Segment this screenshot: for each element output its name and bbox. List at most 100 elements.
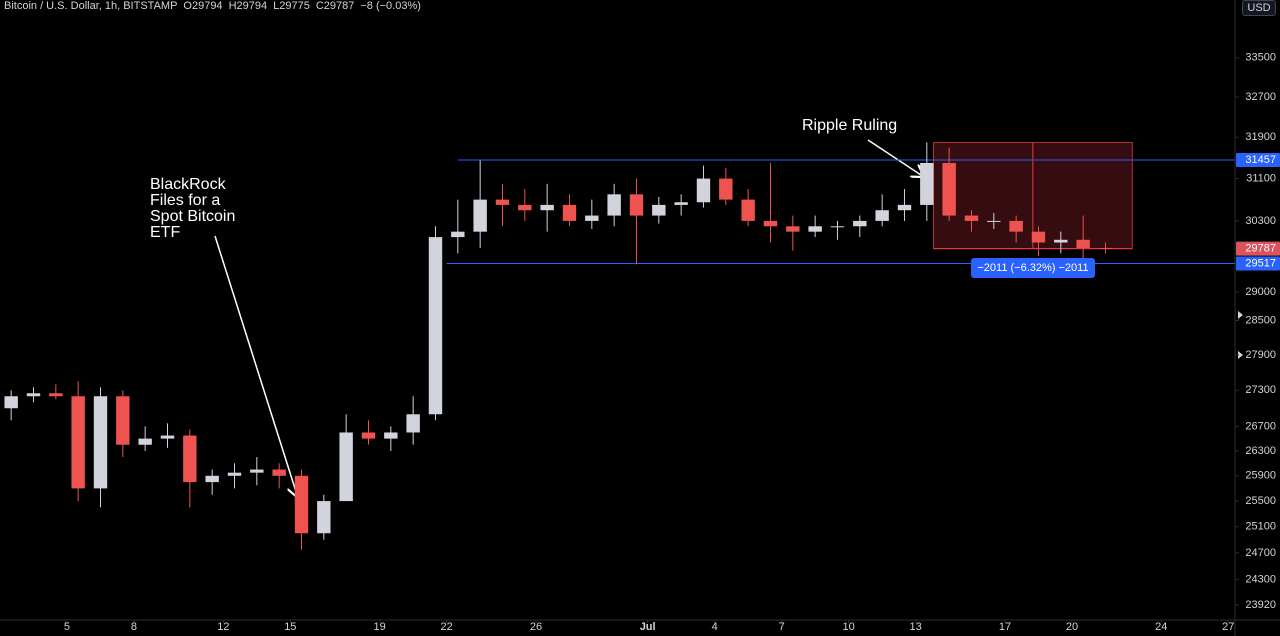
y-tick-label: 30300 (1245, 215, 1276, 227)
candle-body (250, 469, 264, 473)
x-tick-label: 12 (217, 621, 229, 633)
y-tick-label: 24300 (1245, 573, 1276, 585)
candle-body (518, 204, 532, 211)
ohlc-value: H29794 (228, 0, 268, 12)
candle-body (652, 204, 666, 216)
y-tick-label: 24700 (1245, 547, 1276, 559)
y-tick-label: 25900 (1245, 470, 1276, 482)
x-tick-label: 22 (441, 621, 453, 633)
candle-body (786, 226, 800, 232)
x-tick-label: 20 (1066, 621, 1078, 633)
candle-body (585, 215, 599, 221)
y-tick-label: 31900 (1245, 131, 1276, 143)
x-tick-label: 5 (64, 621, 70, 633)
candle-body (495, 199, 510, 205)
measure-label: −2011 (−6.32%) −2011 (971, 257, 1095, 278)
candle-body (942, 162, 956, 216)
candle-body (875, 210, 889, 221)
candle-body (1009, 220, 1023, 232)
candle-body (317, 501, 331, 534)
y-tick-label: 25100 (1245, 521, 1276, 533)
annotation: Ripple Ruling (802, 117, 898, 134)
x-tick-label: 15 (284, 621, 296, 633)
candle-body (763, 220, 778, 227)
candle-body (93, 396, 108, 489)
x-tick-label: 26 (530, 621, 542, 633)
x-tick-label: 27 (1222, 621, 1234, 633)
annotation: BlackRock Files for a Spot Bitcoin ETF (150, 176, 236, 241)
candle-body (384, 432, 398, 439)
candle-body (830, 226, 845, 228)
candle-body (1054, 239, 1068, 243)
y-tick-label: 26700 (1245, 420, 1276, 432)
currency-button[interactable]: USD (1242, 0, 1276, 16)
candle-body (808, 226, 822, 232)
candle-body (987, 220, 1001, 222)
price-label: 31457 (1245, 154, 1276, 166)
symbol-header: Bitcoin / U.S. Dollar, 1h, BITSTAMP O2979… (4, 0, 427, 12)
axis-marker (1238, 311, 1243, 319)
candle-body (897, 204, 912, 211)
candle-body (451, 231, 465, 238)
x-tick-label: 7 (779, 621, 785, 633)
ohlc-value: C29787 (315, 0, 355, 12)
ohlc-value: L29775 (273, 0, 310, 12)
x-tick-label: 13 (910, 621, 922, 633)
price-label: 29787 (1245, 243, 1276, 255)
candle-body (540, 204, 554, 211)
x-tick-label: 10 (843, 621, 855, 633)
candle-body (160, 435, 175, 439)
price-label-box (1236, 153, 1280, 168)
candle-body (116, 396, 130, 445)
candle-body (294, 475, 309, 534)
candle-body (1076, 239, 1090, 248)
candle-body (696, 178, 711, 203)
candle-body (272, 469, 286, 476)
y-tick-label: 29000 (1245, 286, 1276, 298)
x-tick-label: 24 (1155, 621, 1167, 633)
price-label-box (1236, 241, 1280, 256)
candle-body (71, 396, 85, 489)
candle-body (562, 204, 577, 221)
candle-body (4, 396, 18, 409)
x-tick-label: 17 (999, 621, 1011, 633)
symbol: Bitcoin / U.S. Dollar, 1h, BITSTAMP (4, 0, 178, 12)
x-tick-label: Jul (640, 621, 656, 633)
annotation-arrow (867, 139, 924, 177)
y-tick-label: 27900 (1245, 349, 1276, 361)
price-label-box (1236, 256, 1280, 271)
y-tick-label: 25500 (1245, 495, 1276, 507)
candle-body (339, 432, 353, 502)
price-label: 29517 (1245, 257, 1276, 269)
candle-body (741, 199, 755, 221)
candle-body (406, 414, 420, 433)
y-tick-label: 33500 (1245, 52, 1276, 64)
y-tick-label: 32700 (1245, 91, 1276, 103)
candle-body (205, 475, 219, 483)
candle-body (49, 393, 63, 397)
candle-body (607, 194, 621, 216)
candle-body (853, 220, 867, 227)
axis-marker (1238, 351, 1243, 359)
candle-body (1031, 231, 1046, 243)
candle-body (674, 202, 688, 205)
candle-body (920, 162, 934, 205)
candle-body (361, 432, 376, 439)
candle-body (473, 199, 487, 232)
candle-body (138, 438, 152, 445)
ohlc-value: O29794 (183, 0, 223, 12)
candle-body (26, 393, 41, 397)
annotation-arrow (214, 235, 298, 498)
candle-body (227, 472, 242, 476)
y-tick-label: 28500 (1245, 314, 1276, 326)
candle-body (1098, 247, 1113, 249)
y-tick-label: 27300 (1245, 384, 1276, 396)
candle-body (964, 215, 979, 221)
y-tick-label: 26300 (1245, 445, 1276, 457)
x-tick-label: 8 (131, 621, 137, 633)
x-tick-label: 19 (374, 621, 386, 633)
candle-body (428, 237, 443, 415)
candle-body (629, 194, 644, 216)
